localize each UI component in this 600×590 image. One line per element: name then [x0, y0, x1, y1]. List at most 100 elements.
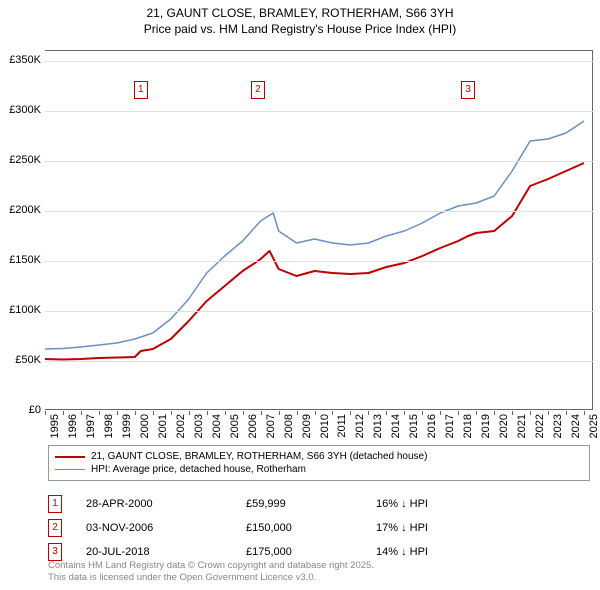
gridline: [45, 311, 593, 312]
y-axis-label: £150K: [9, 254, 41, 266]
x-tick: [279, 411, 280, 415]
x-axis-label: 2006: [247, 414, 259, 438]
x-tick: [99, 411, 100, 415]
x-tick: [566, 411, 567, 415]
chart-container: 21, GAUNT CLOSE, BRAMLEY, ROTHERHAM, S66…: [0, 0, 600, 590]
legend-item: HPI: Average price, detached house, Roth…: [55, 463, 583, 476]
sales-marker: 2: [48, 519, 62, 537]
x-tick: [512, 411, 513, 415]
x-axis-label: 1995: [49, 414, 61, 438]
x-tick: [225, 411, 226, 415]
sales-price: £59,999: [246, 498, 376, 510]
x-axis-label: 1998: [103, 414, 115, 438]
x-axis-label: 2014: [390, 414, 402, 438]
sales-row: 1 28-APR-2000£59,99916% ↓ HPI: [48, 492, 590, 516]
x-axis-label: 2020: [498, 414, 510, 438]
sales-price: £175,000: [246, 546, 376, 558]
x-tick: [350, 411, 351, 415]
chart-area: 123 £0£50K£100K£150K£200K£250K£300K£350K…: [45, 50, 593, 410]
x-axis-label: 2018: [462, 414, 474, 438]
legend-swatch: [55, 456, 85, 458]
x-tick: [81, 411, 82, 415]
gridline: [45, 261, 593, 262]
x-axis-label: 2010: [319, 414, 331, 438]
gridline: [45, 361, 593, 362]
footer: Contains HM Land Registry data © Crown c…: [48, 560, 374, 584]
x-axis-label: 2002: [175, 414, 187, 438]
x-tick: [153, 411, 154, 415]
x-axis-label: 2013: [372, 414, 384, 438]
x-axis-label: 2001: [157, 414, 169, 438]
x-axis-label: 2000: [139, 414, 151, 438]
x-tick: [422, 411, 423, 415]
x-tick: [530, 411, 531, 415]
chart-marker-3: 3: [461, 81, 475, 99]
x-axis-label: 2007: [265, 414, 277, 438]
x-axis-label: 2009: [301, 414, 313, 438]
sales-diff: 16% ↓ HPI: [376, 498, 506, 510]
gridline: [45, 211, 593, 212]
x-axis-label: 2012: [354, 414, 366, 438]
chart-svg: [45, 51, 593, 411]
x-tick: [368, 411, 369, 415]
y-axis-label: £0: [29, 404, 41, 416]
x-tick: [494, 411, 495, 415]
sales-diff: 17% ↓ HPI: [376, 522, 506, 534]
x-axis-label: 2021: [516, 414, 528, 438]
x-axis-label: 2011: [336, 414, 348, 438]
sales-price: £150,000: [246, 522, 376, 534]
x-tick: [584, 411, 585, 415]
x-axis-label: 2004: [211, 414, 223, 438]
title-block: 21, GAUNT CLOSE, BRAMLEY, ROTHERHAM, S66…: [0, 0, 600, 37]
x-tick: [548, 411, 549, 415]
plot-region: 1 2 3: [45, 50, 593, 410]
x-axis-label: 1996: [67, 414, 79, 438]
x-axis-label: 2019: [480, 414, 492, 438]
x-tick: [135, 411, 136, 415]
x-axis-label: 1999: [121, 414, 133, 438]
x-tick: [297, 411, 298, 415]
x-tick: [63, 411, 64, 415]
y-axis-label: £100K: [9, 304, 41, 316]
x-tick: [45, 411, 46, 415]
sales-marker: 3: [48, 543, 62, 561]
sales-diff: 14% ↓ HPI: [376, 546, 506, 558]
x-tick: [315, 411, 316, 415]
sales-row: 203-NOV-2006£150,00017% ↓ HPI: [48, 516, 590, 540]
legend-label: 21, GAUNT CLOSE, BRAMLEY, ROTHERHAM, S66…: [91, 451, 427, 462]
x-axis-label: 2017: [444, 414, 456, 438]
x-tick: [386, 411, 387, 415]
x-axis-label: 2022: [534, 414, 546, 438]
legend-swatch: [55, 469, 85, 471]
x-axis-label: 2023: [552, 414, 564, 438]
x-axis-label: 2003: [193, 414, 205, 438]
gridline: [45, 111, 593, 112]
sales-date: 28-APR-2000: [86, 498, 246, 510]
x-axis-label: 2025: [588, 414, 600, 438]
gridline: [45, 61, 593, 62]
chart-marker-2: 2: [251, 81, 265, 99]
footer-line-2: This data is licensed under the Open Gov…: [48, 572, 374, 584]
x-tick: [207, 411, 208, 415]
x-axis-label: 2024: [570, 414, 582, 438]
x-tick: [243, 411, 244, 415]
legend-item: 21, GAUNT CLOSE, BRAMLEY, ROTHERHAM, S66…: [55, 450, 583, 463]
x-tick: [458, 411, 459, 415]
title-line-1: 21, GAUNT CLOSE, BRAMLEY, ROTHERHAM, S66…: [0, 6, 600, 22]
x-axis-label: 1997: [85, 414, 97, 438]
x-tick: [171, 411, 172, 415]
x-tick: [261, 411, 262, 415]
x-axis-label: 2008: [283, 414, 295, 438]
x-tick: [476, 411, 477, 415]
y-axis-label: £300K: [9, 104, 41, 116]
title-line-2: Price paid vs. HM Land Registry's House …: [0, 22, 600, 38]
x-axis-label: 2016: [426, 414, 438, 438]
x-tick: [332, 411, 333, 415]
chart-marker-1: 1: [134, 81, 148, 99]
sales-marker: 1: [48, 495, 62, 513]
sales-date: 20-JUL-2018: [86, 546, 246, 558]
x-tick: [189, 411, 190, 415]
series-hpi: [45, 121, 584, 349]
x-tick: [117, 411, 118, 415]
gridline: [45, 161, 593, 162]
